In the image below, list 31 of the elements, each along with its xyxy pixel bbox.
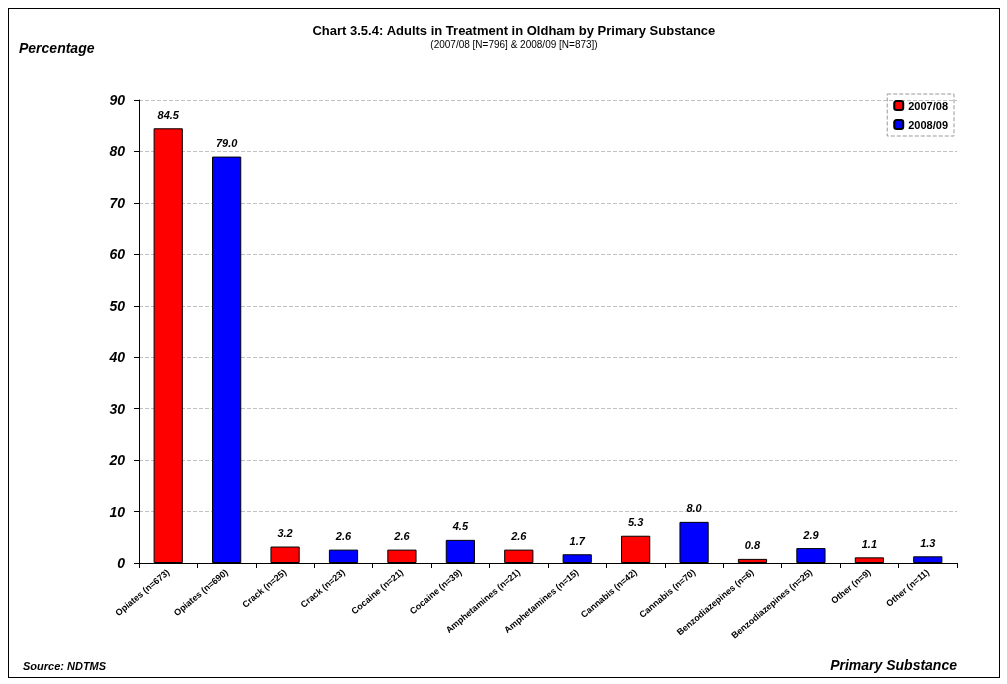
data-label: 2.6: [393, 530, 411, 543]
data-label: 1.3: [920, 536, 936, 549]
data-label: 2.9: [802, 528, 820, 541]
data-label: 0.8: [744, 539, 762, 552]
data-label: 2.6: [334, 530, 353, 543]
y-tick-label: 10: [109, 503, 126, 520]
x-axis-title: Primary Substance: [830, 657, 958, 673]
y-tick-label: 60: [109, 246, 126, 263]
y-tick-label: 80: [109, 143, 126, 160]
y-tick-label: 50: [109, 297, 126, 314]
y-tick-label: 90: [109, 92, 126, 108]
y-tick-label: 0: [117, 555, 126, 571]
data-label: 79.0: [215, 137, 239, 150]
data-label: 5.3: [627, 516, 644, 529]
data-label: 84.5: [157, 108, 180, 121]
data-label: 1.1: [861, 537, 878, 550]
legend-label: 2008/09: [908, 118, 948, 131]
source-note: Source: NDTMS: [23, 659, 107, 672]
data-label: 4.5: [451, 520, 469, 533]
y-tick-label: 40: [108, 349, 126, 366]
data-label: 3.2: [277, 527, 293, 540]
y-tick-label: 30: [109, 400, 126, 417]
y-axis-title: Percentage: [19, 40, 95, 56]
data-label: 1.7: [569, 534, 586, 547]
y-tick-label: 70: [109, 194, 126, 211]
chart-title: Chart 3.5.4: Adults in Treatment in Oldham by Primary Substance: [312, 23, 716, 38]
data-label: 2.6: [510, 530, 528, 543]
data-label: 8.0: [686, 502, 703, 515]
legend-label: 2007/08: [908, 99, 948, 112]
chart-subtitle: (2007/08 [N=796] & 2008/09 [N=873]): [430, 38, 598, 50]
y-tick-label: 20: [108, 452, 126, 469]
